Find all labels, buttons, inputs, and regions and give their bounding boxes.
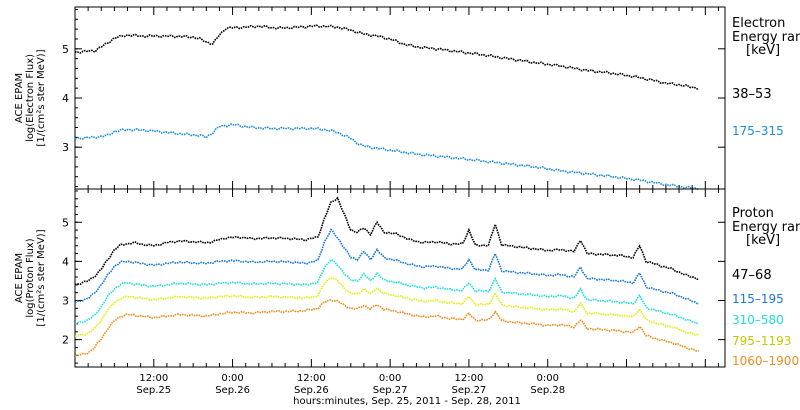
proton-series-3-line	[74, 277, 700, 338]
proton-ytick-label: 5	[62, 216, 69, 229]
x-tick-time-label: 0:00	[379, 373, 401, 384]
x-tick-date-label: Sep.27	[373, 385, 408, 396]
x-axis-label: hours:minutes, Sep. 25, 2011 - Sep. 28, …	[293, 396, 521, 407]
proton-series-group	[74, 196, 700, 357]
x-tick-time-label: 12:00	[455, 373, 484, 384]
electron-ytick-label: 3	[62, 141, 69, 154]
proton-legend-item-115-195: 115–195	[732, 292, 784, 306]
proton-series-0-line	[74, 196, 699, 286]
electron-legend-title-line3: [keV]	[746, 43, 780, 58]
x-tick-date-label: Sep.25	[136, 385, 171, 396]
proton-legend-title-line3: [keV]	[746, 233, 780, 248]
proton-legend: Proton Energy ranges [keV] 47–68 115–195…	[732, 206, 800, 368]
electron-series-group	[74, 24, 700, 191]
x-tick-date-label: Sep.28	[530, 385, 565, 396]
x-tick-time-label: 12:00	[297, 373, 326, 384]
electron-legend-item-175-315: 175–315	[732, 124, 784, 138]
proton-legend-item-47-68: 47–68	[732, 268, 772, 283]
proton-series-1-line	[74, 228, 699, 305]
electron-series-0-line	[74, 24, 700, 90]
x-tick-date-label: Sep.26	[294, 385, 329, 396]
proton-ytick-label: 4	[62, 255, 69, 268]
proton-legend-item-795-1193: 795–1193	[732, 334, 791, 348]
x-tick-date-label: Sep.27	[452, 385, 487, 396]
x-tick-time-label: 0:00	[221, 373, 243, 384]
electron-y-axis: 3 4 5	[62, 8, 725, 188]
electron-ylabel-line1: ACE EPAM	[14, 73, 25, 123]
electron-x-axis	[74, 7, 719, 189]
x-tick-date-label: Sep.26	[215, 385, 250, 396]
proton-legend-title-line1: Proton	[732, 206, 774, 221]
proton-y-axis: 2 3 4 5	[62, 190, 725, 364]
proton-plot-frame	[74, 188, 726, 368]
electron-ylabel-line2: log(Electron Flux)	[25, 54, 36, 142]
electron-legend-title-line2: Energy ranges	[732, 30, 800, 45]
electron-ytick-label: 4	[62, 92, 69, 105]
proton-ylabel-line1: ACE EPAM	[14, 253, 25, 303]
proton-ylabel-line2: log(Proton Flux)	[25, 238, 36, 317]
proton-legend-title-line2: Energy ranges	[732, 220, 800, 235]
proton-x-axis	[74, 189, 719, 367]
electron-panel: ACE EPAM log(Electron Flux) [1/(cm²s ste…	[14, 6, 800, 191]
x-axis-tick-labels: 12:00Sep.250:00Sep.2612:00Sep.260:00Sep.…	[136, 373, 565, 396]
proton-ytick-label: 2	[62, 334, 69, 347]
proton-series-4-line	[74, 298, 700, 357]
proton-ylabel-line3: [1/(cm²s ster MeV)]	[36, 229, 47, 326]
proton-panel: ACE EPAM log(Proton Flux) [1/(cm²s ster …	[14, 188, 800, 368]
electron-legend: Electron Energy ranges [keV] 38–53 175–3…	[732, 16, 800, 138]
proton-series-2-line	[74, 258, 700, 325]
x-tick-time-label: 0:00	[536, 373, 558, 384]
electron-series-1-line	[74, 123, 700, 191]
electron-plot-frame	[74, 6, 726, 190]
proton-legend-item-1060-1900: 1060–1900	[732, 354, 799, 368]
electron-legend-item-38-53: 38–53	[732, 87, 772, 102]
proton-legend-item-310-580: 310–580	[732, 313, 784, 327]
x-tick-time-label: 12:00	[139, 373, 168, 384]
electron-ylabel-line3: [1/(cm²s ster MeV)]	[36, 49, 47, 146]
electron-legend-title-line1: Electron	[732, 16, 785, 31]
electron-ytick-label: 5	[62, 43, 69, 56]
proton-ytick-label: 3	[62, 294, 69, 307]
